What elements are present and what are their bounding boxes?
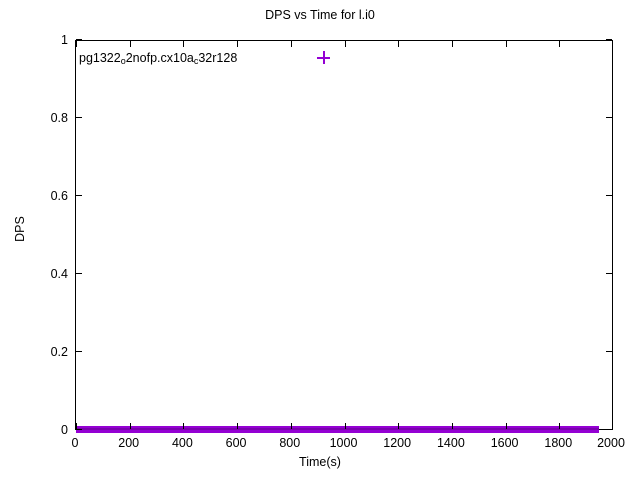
ytick-label: 0.4 <box>50 267 68 281</box>
xtick-mark <box>612 423 613 429</box>
xtick-label: 1800 <box>544 436 573 450</box>
ytick-label: 1 <box>61 33 68 47</box>
legend-label-sub1: o <box>120 55 126 66</box>
ytick-label: 0.2 <box>50 345 68 359</box>
legend-label-sub2: c <box>193 55 199 66</box>
ytick-mark <box>76 351 82 352</box>
ytick-mark-right <box>606 195 612 196</box>
ytick-mark <box>76 39 82 40</box>
legend-label-post: 32r128 <box>198 50 238 65</box>
ytick-mark <box>76 117 82 118</box>
xtick-mark <box>505 423 507 429</box>
xtick-mark <box>398 423 400 429</box>
xtick-mark-top <box>612 41 613 47</box>
legend-label-mid: 2nofp.cx10a <box>125 50 194 65</box>
ytick-label: 0.6 <box>50 189 68 203</box>
xtick-mark-top <box>559 41 561 47</box>
xtick-label: 1400 <box>436 436 465 450</box>
xtick-mark-top <box>344 41 346 47</box>
xtick-mark <box>451 423 453 429</box>
xtick-mark-top <box>398 41 400 47</box>
xtick-mark-top <box>290 41 292 47</box>
xtick-label: 1000 <box>329 436 358 450</box>
xtick-label: 2000 <box>597 436 625 450</box>
xtick-mark <box>183 423 185 429</box>
xtick-mark-top <box>183 41 185 47</box>
xtick-mark-top <box>505 41 507 47</box>
legend-label-pre: pg1322 <box>79 50 121 65</box>
xtick-mark-top <box>129 41 131 47</box>
chart-title: DPS vs Time for l.i0 <box>265 8 375 22</box>
ytick-mark <box>76 195 82 196</box>
xtick-label: 200 <box>118 436 140 450</box>
xtick-label: 1200 <box>383 436 412 450</box>
xtick-label: 600 <box>225 436 247 450</box>
xtick-mark <box>290 423 292 429</box>
ytick-mark-right <box>606 39 612 40</box>
plot-area: pg1322o2nofp.cx10ac32r128 <box>75 39 613 433</box>
series-data-centerline <box>76 428 599 430</box>
xtick-label: 800 <box>279 436 301 450</box>
ytick-mark-right <box>606 351 612 352</box>
xtick-mark-top <box>451 41 453 47</box>
ytick-mark-right <box>606 429 612 430</box>
x-axis-title: Time(s) <box>299 455 341 469</box>
legend-entry-label: pg1322o2nofp.cx10ac32r128 <box>79 51 237 66</box>
ytick-mark <box>76 273 82 274</box>
xtick-mark <box>344 423 346 429</box>
ytick-label: 0.8 <box>50 111 68 125</box>
xtick-mark <box>76 423 77 429</box>
ytick-mark-right <box>606 117 612 118</box>
legend-plus-marker-icon <box>316 50 332 66</box>
y-axis-title: DPS <box>13 216 27 242</box>
ytick-label: 0 <box>61 423 68 437</box>
xtick-label: 1600 <box>490 436 519 450</box>
xtick-mark-top <box>237 41 239 47</box>
xtick-mark <box>237 423 239 429</box>
xtick-mark <box>129 423 131 429</box>
xtick-mark <box>559 423 561 429</box>
ytick-mark <box>76 429 82 430</box>
xtick-label: 400 <box>171 436 193 450</box>
legend: pg1322o2nofp.cx10ac32r128 <box>79 49 330 67</box>
xtick-label: 0 <box>71 436 79 450</box>
xtick-mark-top <box>76 41 77 47</box>
ytick-mark-right <box>606 273 612 274</box>
